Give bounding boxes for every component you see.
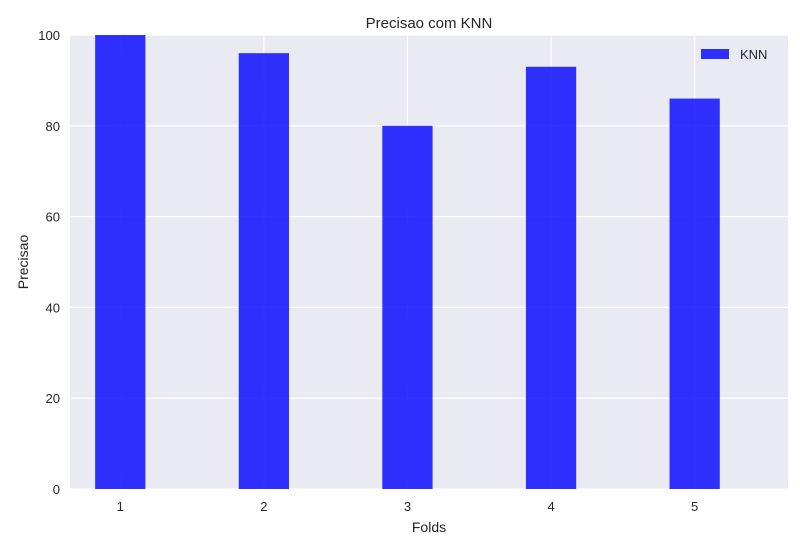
x-axis-label: Folds [412, 519, 446, 535]
y-tick-label: 60 [46, 210, 60, 225]
y-tick-label: 40 [46, 300, 60, 315]
y-axis-label: Precisao [15, 235, 31, 290]
bar-fold-5 [669, 98, 720, 489]
bars [95, 35, 720, 490]
y-tick-labels: 0 20 40 60 80 100 [38, 28, 60, 497]
legend-label-knn: KNN [740, 47, 767, 62]
x-tick-label: 2 [260, 499, 267, 514]
bar-fold-3 [382, 125, 433, 490]
legend: KNN [701, 47, 767, 62]
bar-fold-2 [238, 53, 289, 489]
bar-fold-4 [525, 66, 577, 489]
y-tick-label: 100 [38, 28, 60, 43]
y-tick-label: 0 [53, 482, 60, 497]
legend-swatch-knn [701, 49, 729, 59]
x-tick-label: 4 [547, 499, 554, 514]
x-tick-label: 1 [117, 499, 124, 514]
bar-fold-1 [95, 35, 146, 489]
chart-title: Precisao com KNN [366, 15, 493, 32]
y-tick-label: 80 [46, 119, 60, 134]
x-tick-label: 3 [404, 499, 411, 514]
y-tick-label: 20 [46, 391, 60, 406]
x-tick-labels: 1 2 3 4 5 [117, 499, 699, 514]
x-tick-label: 5 [691, 499, 698, 514]
